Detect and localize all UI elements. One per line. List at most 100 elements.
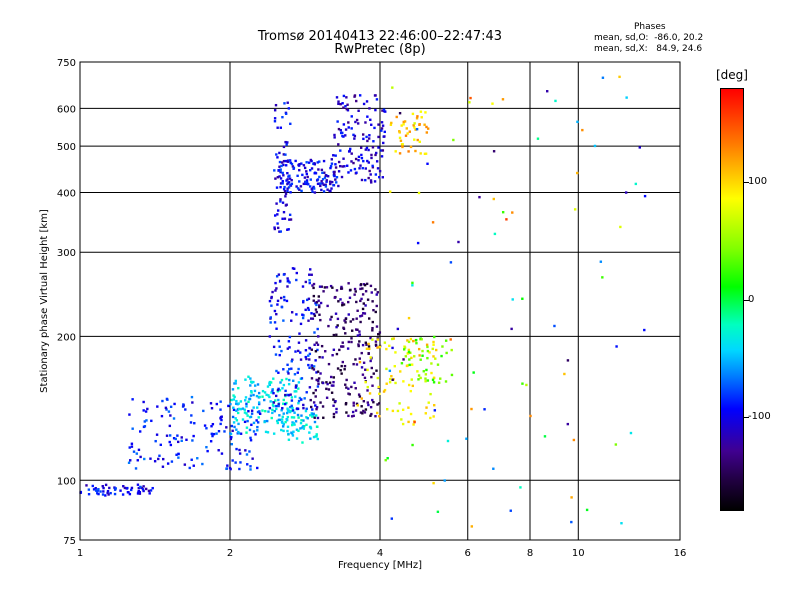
echo-point [317,382,320,386]
echo-point [279,185,282,189]
echo-point [325,180,328,183]
echo-point [416,138,419,142]
echo-point [336,367,340,370]
echo-point [316,348,319,352]
echo-point [425,368,428,372]
echo-point [398,131,401,134]
echo-point [368,392,372,395]
echo-point [321,356,324,359]
echo-point [525,383,528,387]
echo-point [286,101,289,104]
echo-point [249,436,252,440]
echo-point [337,160,341,164]
echo-point [174,437,177,441]
echo-point [236,432,239,435]
echo-point [411,384,415,388]
echo-point [219,400,222,403]
echo-point [134,467,138,470]
echo-point [175,453,178,457]
echo-point [312,187,316,190]
echo-point [342,326,345,330]
echo-point [279,296,283,300]
echo-point [325,387,328,391]
echo-point [365,343,368,346]
echo-point [362,409,365,413]
echo-point [314,389,318,392]
echo-point [288,159,292,162]
echo-point [188,466,191,470]
echo-point [315,407,318,411]
echo-point [232,421,236,424]
echo-point [367,161,370,164]
echo-point [282,429,285,433]
echo-point [293,390,296,393]
echo-point [227,404,230,408]
echo-point [365,146,369,150]
echo-point [275,312,278,316]
echo-point [302,182,305,186]
echo-point [360,351,363,355]
echo-point [371,146,375,149]
echo-point [357,155,361,159]
echo-point [292,416,296,419]
echo-point [287,394,290,397]
echo-point [234,402,238,405]
echo-point [414,128,417,131]
echo-point [356,334,360,337]
echo-point [158,454,161,457]
echo-point [376,403,379,406]
echo-point [229,402,232,406]
echo-point [96,492,99,495]
echo-point [274,289,277,292]
echo-point [340,345,343,348]
x-tick-label: 2 [227,548,233,559]
echo-point [253,389,257,393]
echo-point [391,409,395,413]
echo-point [126,486,129,490]
echo-point [404,134,408,137]
echo-point [374,108,377,112]
echo-point [433,409,437,412]
echo-point [277,371,280,374]
echo-point [326,175,330,178]
echo-point [138,430,142,433]
echo-point [276,388,280,392]
echo-point [521,382,524,385]
echo-point [315,371,318,374]
echo-point [91,484,94,488]
echo-point [286,285,289,288]
echo-point [374,173,378,176]
echo-point [416,241,420,245]
echo-point [380,129,383,132]
echo-point [238,452,242,455]
echo-point [362,159,365,163]
echo-point [239,461,242,464]
echo-point [97,492,100,496]
echo-point [157,457,160,461]
echo-point [138,492,142,495]
echo-point [376,338,380,341]
echo-point [315,378,318,382]
echo-point [409,389,413,393]
echo-point [410,378,413,381]
echo-point [296,187,300,190]
echo-point [310,364,314,367]
echo-point [336,317,340,321]
echo-point [215,402,219,406]
echo-point [385,367,388,371]
echo-point [241,407,245,410]
echo-point [367,342,370,346]
echo-point [131,398,134,401]
echo-point [301,313,304,316]
echo-point [295,390,298,393]
echo-point [310,273,313,276]
echo-point [305,423,308,427]
echo-point [137,448,141,452]
echo-point [399,370,402,373]
echo-point [483,408,486,411]
echo-point [310,348,314,351]
echo-point [344,105,347,108]
echo-point [177,452,180,456]
echo-point [168,424,172,428]
echo-point [339,149,342,152]
